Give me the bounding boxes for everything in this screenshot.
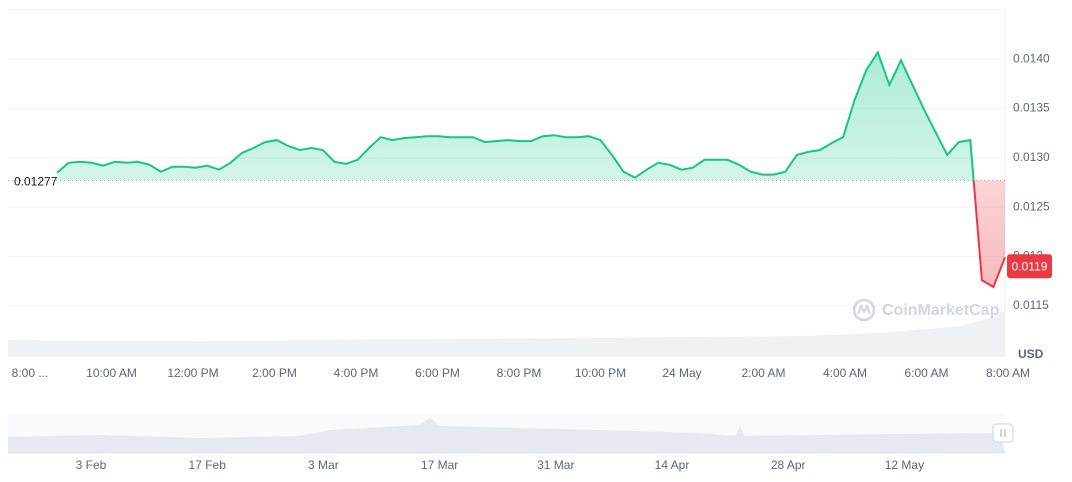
x-tick-label: 6:00 PM <box>415 366 460 380</box>
volume-area <box>8 310 1005 357</box>
navigator-label: 14 Apr <box>655 458 690 472</box>
x-tick-label: 8:00 AM <box>986 366 1030 380</box>
x-tick-label: 2:00 AM <box>741 366 785 380</box>
x-tick-label: 4:00 AM <box>823 366 867 380</box>
navigator-label: 12 May <box>885 458 924 472</box>
navigator-label: 28 Apr <box>771 458 806 472</box>
reference-label: 0.01277 <box>14 175 58 189</box>
area-up <box>57 52 974 181</box>
x-tick-label: 24 May <box>662 366 701 380</box>
x-tick-label: 10:00 AM <box>86 366 137 380</box>
current-price-label: 0.0119 <box>1012 259 1048 273</box>
current-price-badge <box>1007 254 1052 279</box>
x-tick-label: 8:00 PM <box>497 366 542 380</box>
navigator-label: 17 Feb <box>189 458 227 472</box>
navigator-label: 3 Feb <box>76 458 107 472</box>
x-tick-label: 8:00 ... <box>12 366 49 380</box>
navigator-label: 3 Mar <box>308 458 339 472</box>
x-tick-label: 10:00 PM <box>575 366 626 380</box>
y-tick-label: 0.0115 <box>1013 298 1049 312</box>
x-tick-label: 12:00 PM <box>167 366 218 380</box>
y-tick-label: 0.0130 <box>1013 150 1050 164</box>
watermark: CoinMarketCap <box>882 302 1000 319</box>
watermark-logo <box>852 298 876 322</box>
navigator-label: 17 Mar <box>421 458 458 472</box>
x-tick-label: 2:00 PM <box>252 366 297 380</box>
y-tick-label: 0.0125 <box>1013 199 1050 213</box>
y-tick-label: 0.0135 <box>1013 101 1050 115</box>
x-tick-label: 6:00 AM <box>904 366 948 380</box>
price-line-up <box>56 50 975 181</box>
navigator-handle[interactable] <box>992 423 1014 443</box>
navigator-label: 31 Mar <box>537 458 574 472</box>
y-tick-label: 0.0140 <box>1013 51 1050 65</box>
navigator-area <box>8 418 1005 453</box>
currency-label: USD <box>1018 347 1044 361</box>
x-tick-label: 4:00 PM <box>334 366 379 380</box>
